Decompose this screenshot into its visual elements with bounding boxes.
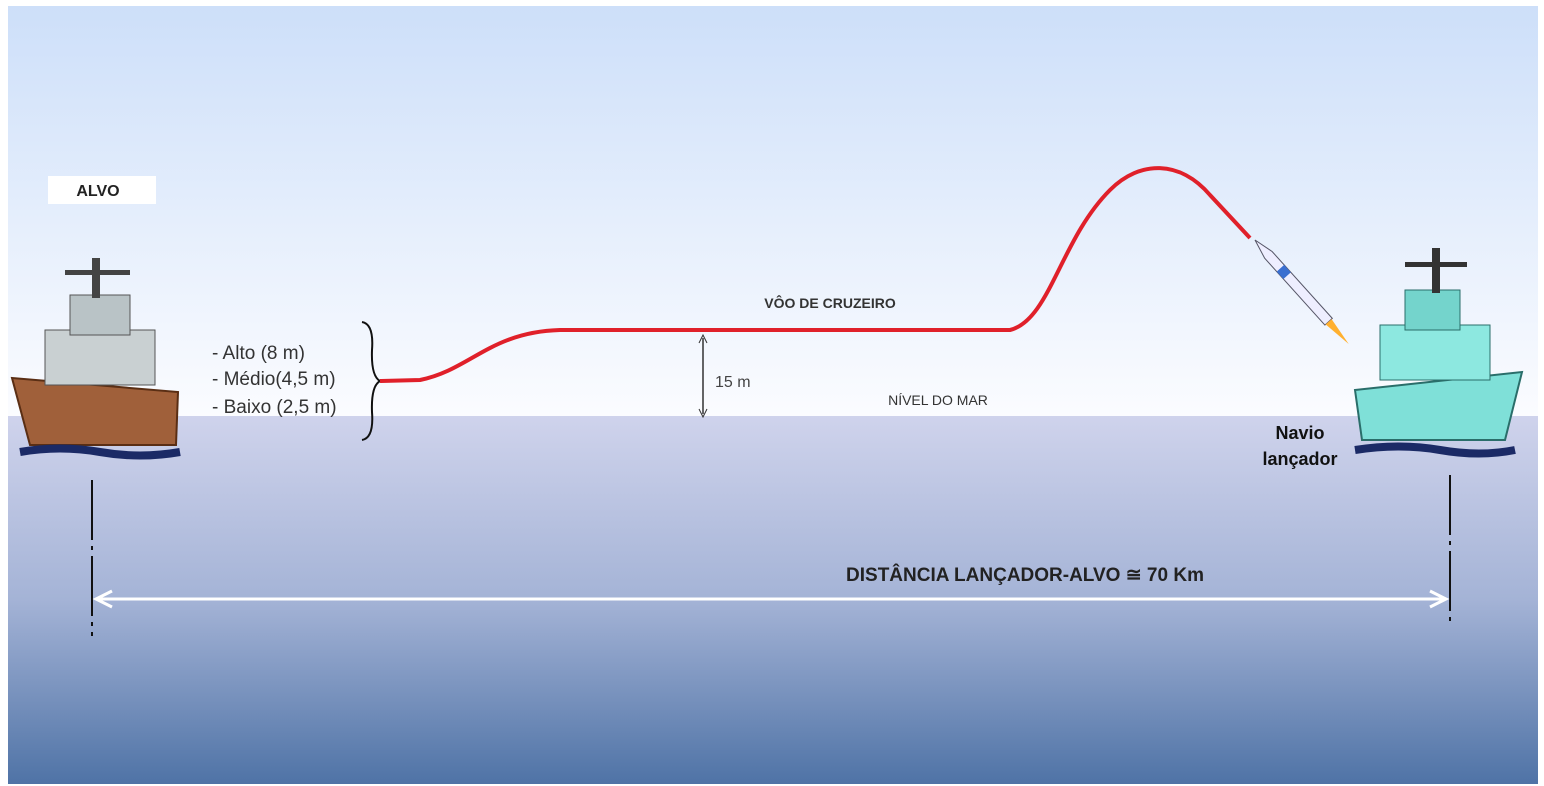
altitude-high: - Alto (8 m): [212, 343, 305, 364]
altitude-low: - Baixo (2,5 m): [212, 397, 337, 418]
trajectory: [379, 166, 1252, 383]
missile: [1254, 239, 1349, 345]
launcher-label-line2: lançador: [1262, 449, 1337, 469]
sky: [8, 6, 1538, 416]
distance-label: DISTÂNCIA LANÇADOR-ALVO ≅ 70 Km: [846, 564, 1204, 586]
distance-arrowheads: [92, 589, 1450, 609]
altitude-marker-arrows: [698, 333, 708, 419]
cruise-label: VÔO DE CRUZEIRO: [764, 294, 896, 311]
sea-level-label: NÍVEL DO MAR: [888, 392, 988, 408]
target-ship: [10, 258, 181, 460]
altitude-medium: - Médio(4,5 m): [212, 369, 336, 390]
altitude-marker-label: 15 m: [715, 374, 751, 391]
target-label-box: [48, 176, 156, 204]
launcher-label-line1: Navio: [1275, 423, 1324, 443]
target-label: ALVO: [76, 183, 119, 200]
launcher-ship: [1353, 248, 1524, 458]
